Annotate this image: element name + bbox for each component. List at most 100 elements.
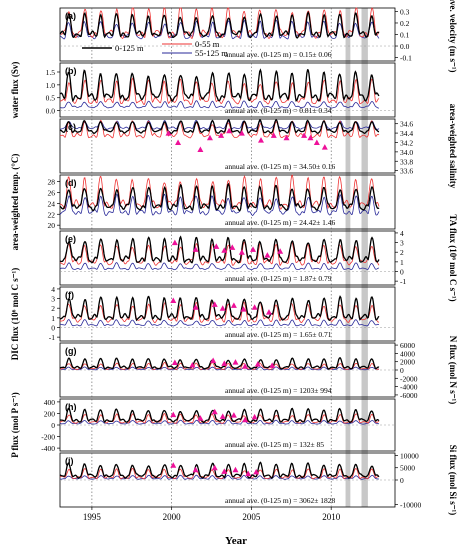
panel-tag: (c) bbox=[65, 122, 76, 132]
observation-marker bbox=[218, 132, 225, 138]
observation-marker bbox=[321, 144, 328, 150]
series-line-lower bbox=[59, 419, 380, 425]
y-tick-label: 33.6 bbox=[400, 167, 413, 176]
panel-b: 0.0 0.5 1.0 1.5 (b) annual ave. (0-125 m) = 0… bbox=[10, 62, 396, 119]
x-tick-label: 2005 bbox=[242, 512, 261, 522]
annual-average-annotation: annual ave. (0-125 m) = 0.81± 0.34 bbox=[225, 106, 332, 115]
observation-marker bbox=[226, 127, 233, 134]
annual-average-annotation: annual ave. (0-125 m) = 0.15± 0.06 bbox=[225, 50, 332, 59]
y-axis-title: TA flux (10⁶ mol C s⁻¹) bbox=[448, 214, 458, 301]
panel-c: 33.633.834.034.234.434.6 (c) annual ave. (… bbox=[59, 104, 458, 189]
y-tick-label: -200 bbox=[41, 433, 55, 442]
y-tick-label: -400 bbox=[41, 444, 55, 453]
observation-marker bbox=[213, 243, 220, 249]
series-line-total bbox=[59, 235, 380, 264]
y-tick-label: 10000 bbox=[400, 451, 419, 460]
series-line-total bbox=[59, 461, 380, 479]
series-line-lower bbox=[59, 262, 380, 271]
observation-marker bbox=[242, 416, 249, 423]
y-tick-label: 22 bbox=[48, 210, 56, 219]
y-tick-label: 2 bbox=[51, 304, 55, 313]
legend-label-lower: 55-125 m bbox=[195, 48, 228, 58]
y-tick-label: 4000 bbox=[400, 349, 415, 358]
observation-marker bbox=[170, 297, 177, 303]
annual-average-annotation: annual ave. (0-125 m) = 34.50± 0.16 bbox=[225, 162, 335, 171]
y-tick-label: 3 bbox=[400, 239, 404, 248]
series-line-total bbox=[59, 182, 380, 212]
y-tick-label: 1.5 bbox=[46, 68, 56, 77]
y-tick-label: 0.1 bbox=[400, 31, 410, 40]
panel-tag: (d) bbox=[65, 178, 77, 188]
panel-frame bbox=[59, 174, 396, 230]
annual-average-annotation: annual ave. (0-125 m) = 1.87± 0.79 bbox=[225, 274, 332, 283]
observation-marker bbox=[229, 244, 236, 250]
y-tick-label: 6000 bbox=[400, 341, 415, 350]
y-tick-label: 1 bbox=[400, 258, 404, 267]
annual-average-annotation: annual ave. (0-125 m) = 1.65± 0.71 bbox=[225, 330, 332, 339]
y-tick-label: 1.0 bbox=[46, 81, 56, 90]
annual-average-annotation: annual ave. (0-125 m) = 24.42± 1.46 bbox=[225, 218, 335, 227]
panel-frame bbox=[59, 118, 396, 174]
y-axis-title: DIC flux (10⁶ mol C s⁻¹) bbox=[10, 268, 20, 360]
series-line-total bbox=[59, 10, 380, 39]
y-tick-label: 34.2 bbox=[400, 138, 413, 147]
observation-marker bbox=[230, 412, 237, 418]
observation-marker bbox=[277, 248, 284, 254]
y-tick-label: 200 bbox=[44, 409, 56, 418]
observation-marker bbox=[211, 301, 218, 307]
series-line-lower bbox=[60, 119, 380, 130]
observation-marker bbox=[221, 360, 228, 366]
y-axis-title: water flux (Sv) bbox=[10, 62, 20, 119]
panel-tag: (g) bbox=[65, 346, 77, 356]
observation-marker bbox=[192, 246, 199, 252]
observation-marker bbox=[219, 305, 226, 311]
series-line-upper bbox=[59, 174, 380, 210]
y-tick-label: 0.3 bbox=[400, 7, 410, 16]
y-axis-title: area-weighted temp. (°C) bbox=[10, 154, 20, 251]
panel-tag: (e) bbox=[65, 234, 76, 244]
observation-marker bbox=[230, 302, 237, 308]
observation-marker bbox=[232, 359, 239, 365]
observation-marker bbox=[192, 304, 199, 310]
y-tick-label: -0.1 bbox=[400, 54, 412, 63]
y-tick-label: 0 bbox=[400, 366, 404, 375]
series-line-lower bbox=[59, 366, 380, 371]
observation-marker bbox=[232, 466, 239, 473]
observation-marker bbox=[301, 132, 308, 138]
y-tick-label: 26 bbox=[48, 188, 56, 197]
y-tick-label: 34.4 bbox=[400, 129, 413, 138]
observation-marker bbox=[189, 362, 196, 368]
observation-marker bbox=[253, 468, 260, 475]
observation-marker bbox=[192, 466, 199, 473]
x-tick-label: 2010 bbox=[322, 512, 341, 522]
y-tick-label: 34.0 bbox=[400, 148, 413, 157]
y-tick-label: -6000 bbox=[400, 391, 418, 400]
series-line-total bbox=[59, 295, 380, 322]
y-tick-label: -1 bbox=[400, 277, 406, 286]
y-tick-label: 24 bbox=[48, 199, 56, 208]
y-tick-label: 0.0 bbox=[46, 107, 56, 116]
annual-average-annotation: annual ave. (0-125 m) = 132± 85 bbox=[225, 440, 324, 449]
panel-tag: (b) bbox=[65, 66, 77, 76]
observation-marker bbox=[264, 252, 271, 258]
observation-marker bbox=[210, 357, 217, 363]
panel-i: -10000 0 5000 10000 (i) annual ave. (0-125 m)… bbox=[59, 445, 458, 515]
observation-marker bbox=[258, 137, 264, 143]
series-line-total bbox=[59, 407, 380, 424]
y-tick-label: 0.0 bbox=[400, 42, 410, 51]
series-line-upper bbox=[59, 413, 380, 424]
annual-average-annotation: annual ave. (0-125 m) = 3062± 1828 bbox=[225, 496, 335, 505]
observation-marker bbox=[251, 304, 258, 310]
y-tick-label: -4000 bbox=[400, 383, 418, 392]
panel-tag: (f) bbox=[65, 290, 74, 300]
series-line-lower bbox=[59, 100, 380, 109]
observation-marker bbox=[238, 249, 245, 255]
y-tick-label: 5000 bbox=[400, 464, 415, 473]
y-tick-label: 2000 bbox=[400, 358, 415, 367]
y-tick-label: -2000 bbox=[400, 374, 418, 383]
observation-marker bbox=[240, 306, 247, 312]
panel-tag: (a) bbox=[65, 11, 76, 21]
series-line-lower bbox=[59, 193, 380, 216]
